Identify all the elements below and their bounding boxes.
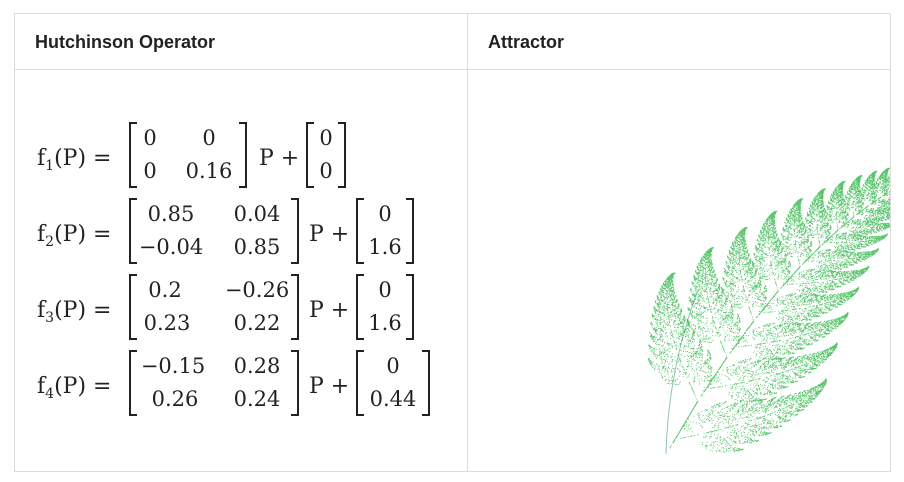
matrix-cell: 0.85: [148, 202, 195, 226]
p-plus: P +: [309, 222, 349, 247]
matrix-cell: 0.85: [234, 235, 281, 259]
vector-cell: 0.44: [370, 387, 417, 411]
matrix-cell: −0.26: [225, 278, 289, 302]
matrix-cell: 0.22: [234, 311, 281, 335]
matrix-cell: 0.04: [234, 202, 281, 226]
header-attractor: Attractor: [468, 14, 890, 70]
equation-f2: f2(P) = 0.85 0.04 −0.04 0.85 P + 0 1.6: [15, 198, 468, 274]
equation-lhs: f4(P) =: [37, 374, 111, 399]
matrix-a: 0 0 0 0.16: [129, 122, 247, 188]
matrix-a: 0.85 0.04 −0.04 0.85: [129, 198, 299, 264]
vector-cell: 0: [319, 126, 332, 150]
barnsley-fern-image: [468, 70, 890, 471]
matrix-cell: 0: [202, 126, 215, 150]
matrix-cell: 0.24: [234, 387, 281, 411]
matrix-cell: 0: [143, 159, 156, 183]
vector-cell: 0: [378, 202, 391, 226]
matrix-a: 0.2 −0.26 0.23 0.22: [129, 274, 299, 340]
vector-b: 0 1.6: [356, 198, 414, 264]
equation-lhs: f3(P) =: [37, 298, 111, 323]
matrix-cell: 0.28: [234, 354, 281, 378]
p-plus: P +: [259, 146, 299, 171]
equation-lhs: f2(P) =: [37, 222, 111, 247]
attractor-cell: [468, 70, 890, 471]
vector-b: 0 1.6: [356, 274, 414, 340]
vector-b: 0 0: [306, 122, 346, 188]
vector-b: 0 0.44: [356, 350, 430, 416]
vector-cell: 0: [378, 278, 391, 302]
header-hutchinson-operator: Hutchinson Operator: [15, 14, 468, 70]
fern-points: [648, 163, 890, 454]
matrix-cell: −0.15: [141, 354, 205, 378]
matrix-a: −0.15 0.28 0.26 0.24: [129, 350, 299, 416]
matrix-cell: 0.23: [144, 311, 191, 335]
ifs-table: Hutchinson Operator Attractor f1(P) = 0 …: [14, 13, 891, 472]
vector-cell: 0: [319, 159, 332, 183]
matrix-cell: 0: [143, 126, 156, 150]
equation-f4: f4(P) = −0.15 0.28 0.26 0.24 P + 0 0.44: [15, 350, 468, 426]
equation-f3: f3(P) = 0.2 −0.26 0.23 0.22 P + 0 1.6: [15, 274, 468, 350]
matrix-cell: 0.16: [186, 159, 233, 183]
vector-cell: 1.6: [368, 235, 401, 259]
fern-fronds: [648, 163, 890, 452]
hutchinson-operator-cell: f1(P) = 0 0 0 0.16 P + 0 0 f2(P) = 0.85 …: [15, 70, 468, 471]
matrix-cell: 0.2: [148, 278, 181, 302]
vector-cell: 1.6: [368, 311, 401, 335]
equation-lhs: f1(P) =: [37, 146, 111, 171]
matrix-cell: 0.26: [152, 387, 199, 411]
p-plus: P +: [309, 374, 349, 399]
matrix-cell: −0.04: [139, 235, 203, 259]
vector-cell: 0: [386, 354, 399, 378]
p-plus: P +: [309, 298, 349, 323]
equation-f1: f1(P) = 0 0 0 0.16 P + 0 0: [15, 122, 468, 198]
